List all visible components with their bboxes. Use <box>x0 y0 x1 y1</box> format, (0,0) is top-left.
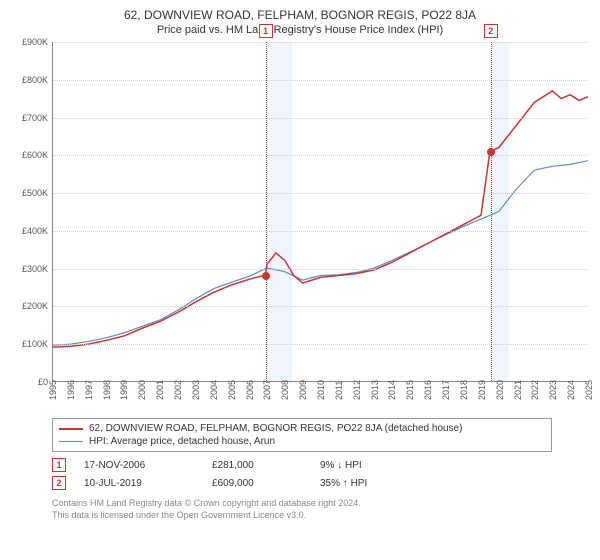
legend-label: HPI: Average price, detached house, Arun <box>89 436 275 447</box>
x-tick-label: 2022 <box>530 380 540 400</box>
x-tick-label: 2008 <box>280 380 290 400</box>
gridline <box>53 344 588 345</box>
sale-marker: 2 <box>484 24 498 38</box>
x-tick-label: 2011 <box>334 381 344 400</box>
sale-date: 10-JUL-2019 <box>84 478 194 489</box>
x-tick-label: 2009 <box>298 380 308 400</box>
y-tick-label: £300K <box>22 264 48 274</box>
footer-line: Contains HM Land Registry data © Crown c… <box>52 498 590 510</box>
sale-index-box: 1 <box>52 458 66 472</box>
sale-row: 1 17-NOV-2006 £281,000 9% ↓ HPI <box>52 456 590 474</box>
x-tick-label: 2024 <box>566 380 576 400</box>
plot-area: 12 <box>52 42 588 382</box>
sale-index-box: 2 <box>52 476 66 490</box>
x-tick-label: 1995 <box>48 380 58 400</box>
x-tick-label: 2006 <box>245 380 255 400</box>
sale-price: £609,000 <box>212 478 302 489</box>
y-tick-label: £800K <box>22 75 48 85</box>
y-axis: £0£100K£200K£300K£400K£500K£600K£700K£80… <box>10 42 50 382</box>
x-tick-label: 2025 <box>584 380 594 400</box>
sale-delta: 9% ↓ HPI <box>320 460 362 471</box>
y-tick-label: £700K <box>22 113 48 123</box>
x-tick-label: 2005 <box>227 380 237 400</box>
x-tick-label: 2004 <box>209 380 219 400</box>
x-tick-label: 2016 <box>423 380 433 400</box>
sale-date: 17-NOV-2006 <box>84 460 194 471</box>
x-tick-label: 2002 <box>173 380 183 400</box>
chart-area: £0 £100K £200K £300K £400K £500K £600K £700K £80… <box>10 42 590 412</box>
chart-subtitle: Price paid vs. HM Land Registry's House … <box>10 24 590 36</box>
y-tick-label: £500K <box>22 188 48 198</box>
legend-swatch <box>59 441 83 443</box>
footer-attribution: Contains HM Land Registry data © Crown c… <box>52 498 590 521</box>
sale-vline <box>266 42 267 381</box>
sale-marker: 1 <box>259 24 273 38</box>
x-tick-label: 1998 <box>102 380 112 400</box>
x-tick-label: 2013 <box>370 380 380 400</box>
gridline <box>53 231 588 232</box>
y-tick-label: £600K <box>22 150 48 160</box>
y-tick-label: £200K <box>22 301 48 311</box>
gridline <box>53 193 588 194</box>
x-tick-label: 2003 <box>191 380 201 400</box>
sales-table: 1 17-NOV-2006 £281,000 9% ↓ HPI 2 10-JUL-2019… <box>52 456 590 492</box>
x-tick-label: 2023 <box>548 380 558 400</box>
x-tick-label: 2017 <box>441 380 451 400</box>
sale-vline <box>491 42 492 381</box>
sale-price: £281,000 <box>212 460 302 471</box>
x-axis: 1995199619971998199920002001200220032004… <box>52 382 588 412</box>
series-line-price_paid <box>53 91 588 347</box>
gridline <box>53 42 588 43</box>
legend-row: 62, DOWNVIEW ROAD, FELPHAM, BOGNOR REGIS… <box>59 422 545 435</box>
legend: 62, DOWNVIEW ROAD, FELPHAM, BOGNOR REGIS… <box>52 418 552 452</box>
sale-delta: 35% ↑ HPI <box>320 478 367 489</box>
y-tick-label: £0 <box>38 377 48 387</box>
x-tick-label: 1999 <box>119 380 129 400</box>
x-tick-label: 2015 <box>405 380 415 400</box>
y-tick-label: £900K <box>22 37 48 47</box>
chart-title: 62, DOWNVIEW ROAD, FELPHAM, BOGNOR REGIS… <box>10 8 590 22</box>
footer-line: This data is licensed under the Open Gov… <box>52 510 590 522</box>
legend-label: 62, DOWNVIEW ROAD, FELPHAM, BOGNOR REGIS… <box>89 423 462 434</box>
x-tick-label: 2014 <box>387 380 397 400</box>
x-tick-label: 2020 <box>495 380 505 400</box>
sale-row: 2 10-JUL-2019 £609,000 35% ↑ HPI <box>52 474 590 492</box>
gridline <box>53 306 588 307</box>
x-tick-label: 2019 <box>477 380 487 400</box>
legend-swatch <box>59 428 83 430</box>
y-tick-label: £100K <box>22 339 48 349</box>
gridline <box>53 80 588 81</box>
x-tick-label: 2010 <box>316 380 326 400</box>
x-tick-label: 2018 <box>459 380 469 400</box>
x-tick-label: 2000 <box>137 380 147 400</box>
x-tick-label: 2001 <box>155 380 165 400</box>
x-tick-label: 1997 <box>84 380 94 400</box>
sale-point <box>487 148 495 156</box>
x-tick-label: 2012 <box>352 380 362 400</box>
sale-point <box>262 272 270 280</box>
line-series <box>53 42 588 381</box>
y-tick-label: £400K <box>22 226 48 236</box>
series-line-hpi <box>53 161 588 346</box>
gridline <box>53 118 588 119</box>
x-tick-label: 1996 <box>66 380 76 400</box>
gridline <box>53 269 588 270</box>
x-tick-label: 2021 <box>513 380 523 400</box>
x-tick-label: 2007 <box>262 380 272 400</box>
gridline <box>53 155 588 156</box>
legend-row: HPI: Average price, detached house, Arun <box>59 435 545 448</box>
